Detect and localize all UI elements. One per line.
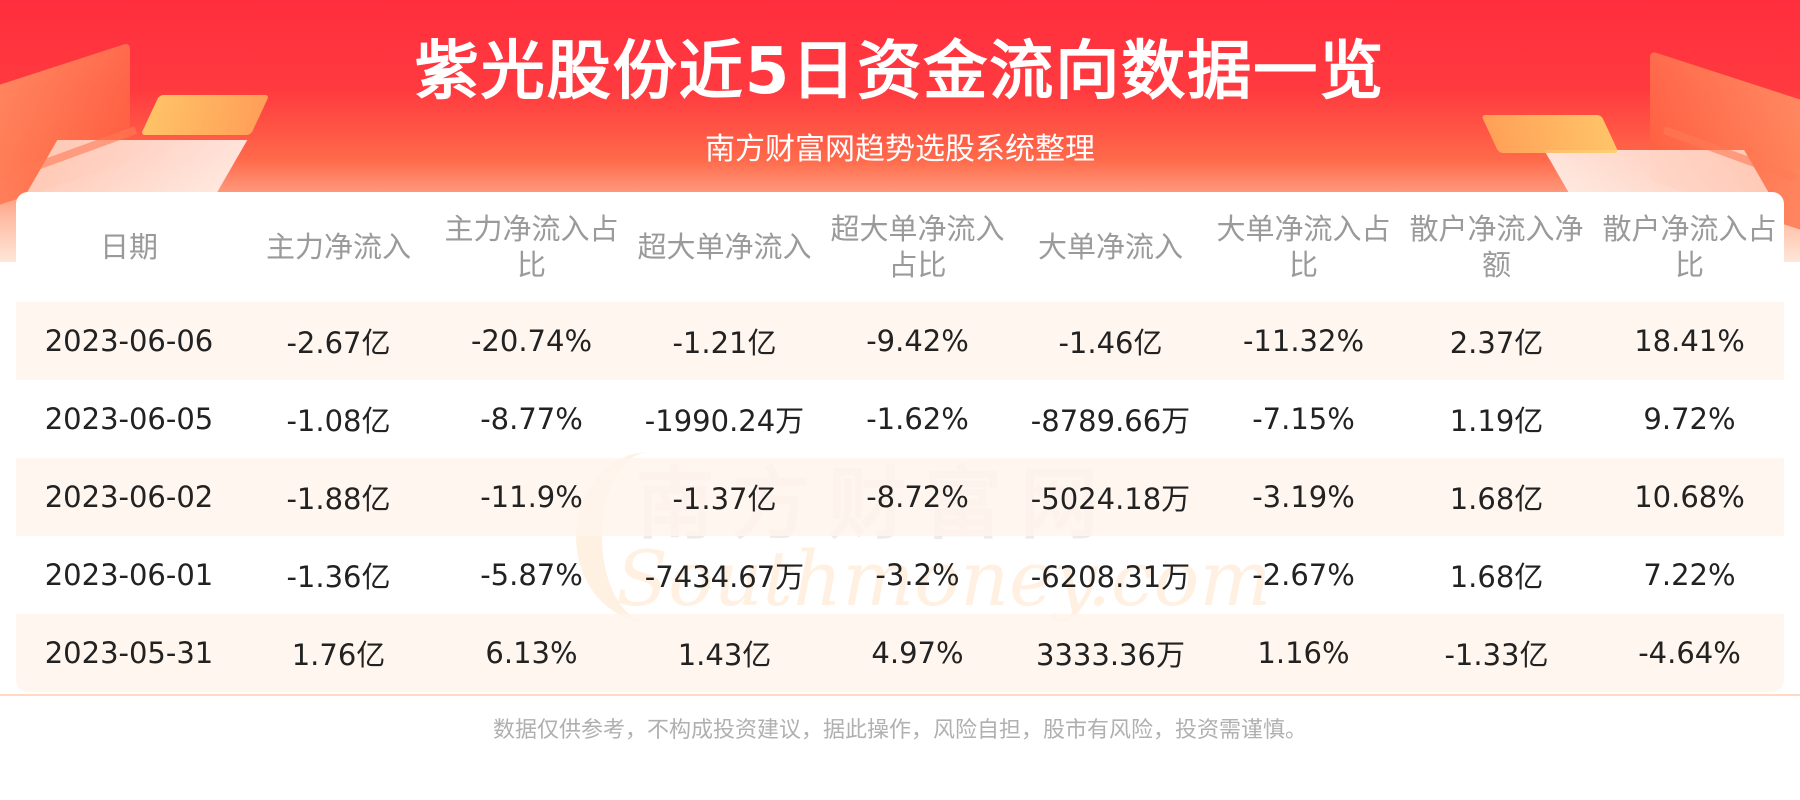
table-cell: -1990.24万 [644, 404, 805, 438]
table-row: 2023-06-01 -1.36亿 -5.87% -7434.67万 -3.2%… [16, 536, 1784, 614]
table-row: 2023-06-05 -1.08亿 -8.77% -1990.24万 -1.62… [16, 380, 1784, 458]
table-cell: -1.88亿 [242, 458, 435, 536]
table-cell: 1.76亿 [242, 614, 435, 692]
column-header: 散户净流入净额 [1409, 212, 1584, 282]
table-cell: -6208.31万 [1030, 560, 1191, 594]
table-cell: -1.46亿 [1014, 302, 1207, 380]
table-cell: -5.87% [480, 558, 583, 592]
table-cell: 1.68亿 [1400, 458, 1593, 536]
table-cell: -1.37亿 [628, 458, 821, 536]
table-cell: 7.22% [1643, 558, 1736, 592]
table-cell: 2.37亿 [1400, 302, 1593, 380]
table-row: 2023-06-06 -2.67亿 -20.74% -1.21亿 -9.42% … [16, 302, 1784, 380]
table-cell: -4.64% [1593, 614, 1784, 692]
table-row: 2023-06-02 -1.88亿 -11.9% -1.37亿 -8.72% -… [16, 458, 1784, 536]
table-header-row: 日期 主力净流入 主力净流入占比 超大单净流入 超大单净流入占比 大单净流入 大… [16, 192, 1784, 302]
table-cell-date: 2023-06-01 [44, 558, 214, 592]
table-cell: 18.41% [1593, 302, 1784, 380]
table-cell: 6.13% [435, 614, 628, 692]
fund-flow-table: 日期 主力净流入 主力净流入占比 超大单净流入 超大单净流入占比 大单净流入 大… [16, 192, 1784, 692]
column-header: 散户净流入占比 [1602, 212, 1777, 282]
table-cell-date: 2023-06-02 [16, 458, 242, 536]
table-cell: 9.72% [1643, 402, 1736, 436]
table-cell: -20.74% [435, 302, 628, 380]
table-cell: 10.68% [1593, 458, 1784, 536]
table-cell: -7434.67万 [644, 560, 805, 594]
column-header: 超大单净流入 [637, 230, 812, 264]
table-cell: -5024.18万 [1014, 458, 1207, 536]
table-cell: 1.16% [1207, 614, 1400, 692]
table-cell: -11.9% [435, 458, 628, 536]
table-cell-date: 2023-06-05 [44, 402, 214, 436]
column-header: 主力净流入占比 [444, 212, 619, 282]
page-title: 紫光股份近5日资金流向数据一览 [414, 35, 1386, 109]
page-subtitle: 南方财富网趋势选股系统整理 [705, 132, 1095, 167]
footer-divider [0, 694, 1800, 696]
table-cell-date: 2023-05-31 [16, 614, 242, 692]
table-cell: -11.32% [1207, 302, 1400, 380]
table-cell: 1.68亿 [1449, 560, 1544, 594]
table-cell: -1.33亿 [1400, 614, 1593, 692]
table-cell: -8789.66万 [1030, 404, 1191, 438]
table-cell: -3.19% [1207, 458, 1400, 536]
table-cell-date: 2023-06-06 [16, 302, 242, 380]
data-card: 南方财富网 Southmoney.com 日期 主力净流入 主力净流入占比 超大… [16, 192, 1784, 692]
column-header: 日期 [99, 230, 158, 264]
table-cell: -1.08亿 [286, 404, 391, 438]
column-header: 超大单净流入占比 [830, 212, 1005, 282]
column-header: 主力净流入 [265, 230, 411, 264]
table-cell: -3.2% [875, 558, 960, 592]
table-cell: -2.67亿 [242, 302, 435, 380]
column-header: 大单净流入占比 [1216, 212, 1391, 282]
table-cell: -1.62% [866, 402, 969, 436]
table-cell: -1.21亿 [628, 302, 821, 380]
table-cell: 1.43亿 [628, 614, 821, 692]
column-header: 大单净流入 [1037, 230, 1183, 264]
table-cell: -8.77% [480, 402, 583, 436]
table-cell: -1.36亿 [286, 560, 391, 594]
table-cell: 1.19亿 [1449, 404, 1544, 438]
table-cell: -2.67% [1252, 558, 1355, 592]
table-row: 2023-05-31 1.76亿 6.13% 1.43亿 4.97% 3333.… [16, 614, 1784, 692]
table-cell: -9.42% [821, 302, 1014, 380]
table-cell: 3333.36万 [1014, 614, 1207, 692]
table-cell: 4.97% [821, 614, 1014, 692]
disclaimer-text: 数据仅供参考，不构成投资建议，据此操作，风险自担，股市有风险，投资需谨慎。 [492, 718, 1307, 743]
table-cell: -7.15% [1252, 402, 1355, 436]
table-cell: -8.72% [821, 458, 1014, 536]
